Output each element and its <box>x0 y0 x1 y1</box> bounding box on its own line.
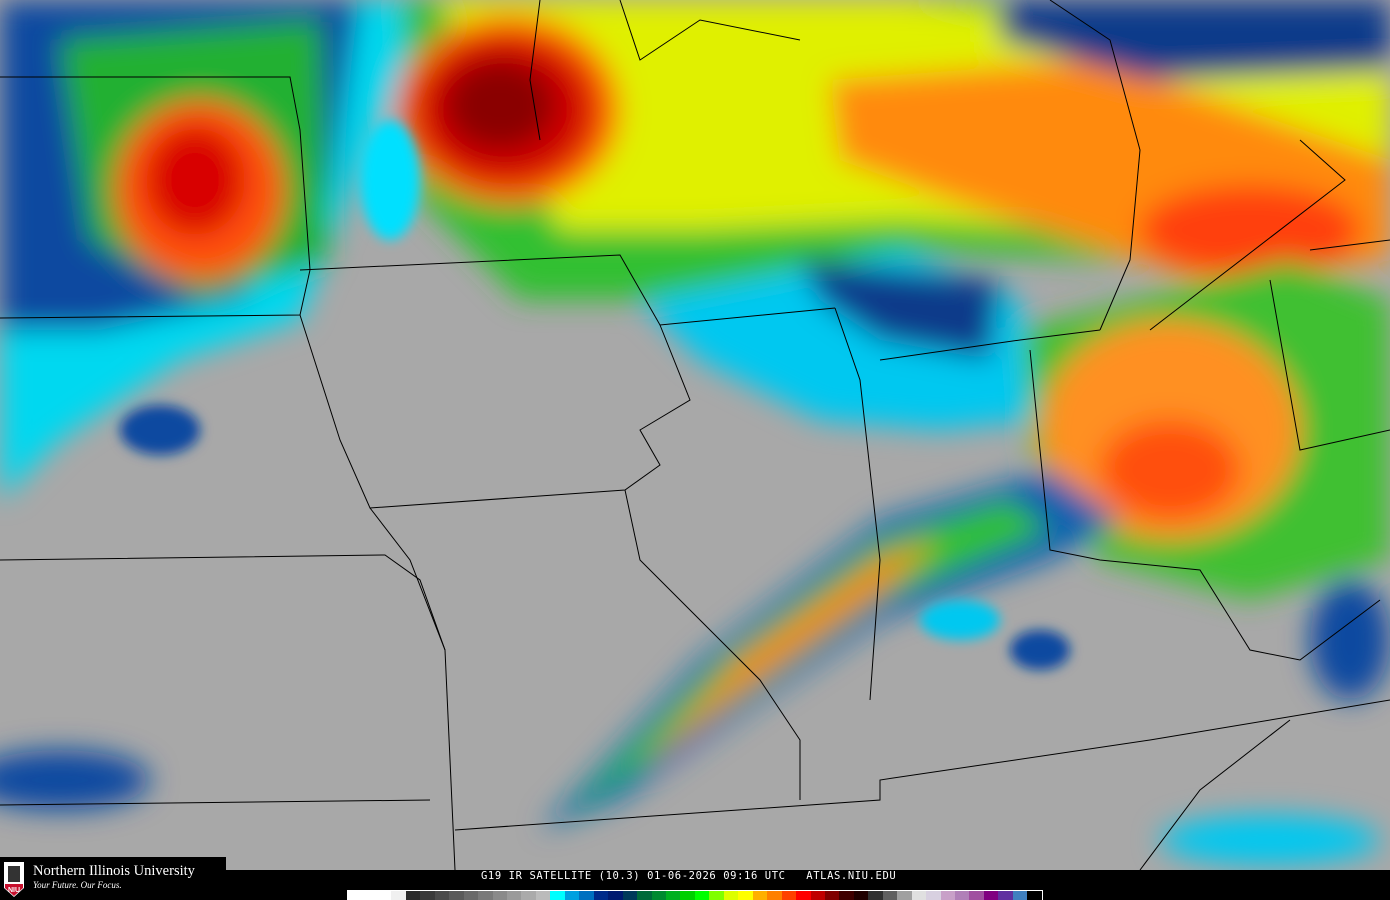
colorbar-swatch <box>651 891 666 900</box>
colorbar-swatch <box>492 891 507 900</box>
colorbar-swatch <box>694 891 710 900</box>
colorbar-swatch <box>622 891 638 900</box>
colorbar-swatch <box>665 891 681 900</box>
colorbar-swatch <box>348 891 363 900</box>
colorbar-swatch <box>926 891 941 900</box>
university-tagline: Your Future. Our Focus. <box>33 880 122 890</box>
colorbar-swatch <box>405 891 421 900</box>
colorbar-swatch <box>897 891 912 900</box>
colorbar-swatch <box>550 891 565 900</box>
colorbar-swatch <box>463 891 479 900</box>
colorbar-swatch <box>882 891 898 900</box>
colorbar-swatch <box>593 891 609 900</box>
shield-text: NIU <box>8 887 20 894</box>
colorbar-swatch <box>535 891 551 900</box>
temperature-colorbar <box>347 890 1043 900</box>
colorbar-swatch <box>969 891 984 900</box>
colorbar-swatch <box>579 891 594 900</box>
colorbar-swatch <box>824 891 840 900</box>
colorbar-swatch <box>796 891 811 900</box>
colorbar-swatch <box>998 891 1013 900</box>
colorbar-swatch <box>608 891 623 900</box>
colorbar-swatch <box>420 891 435 900</box>
colorbar-swatch <box>637 891 652 900</box>
colorbar-swatch <box>434 891 450 900</box>
colorbar-swatch <box>781 891 797 900</box>
university-name: Northern Illinois University <box>33 863 195 879</box>
colorbar-swatch <box>767 891 782 900</box>
colorbar-swatch <box>521 891 536 900</box>
satellite-imagery <box>0 0 1390 870</box>
colorbar-swatch <box>940 891 956 900</box>
colorbar-swatch <box>449 891 464 900</box>
colorbar-swatch <box>955 891 970 900</box>
colorbar-swatch <box>680 891 695 900</box>
colorbar-swatch <box>362 891 377 900</box>
colorbar-swatch <box>391 891 406 900</box>
colorbar-swatch <box>839 891 854 900</box>
colorbar-swatch <box>1027 891 1042 900</box>
colorbar-swatch <box>506 891 522 900</box>
niu-logo: NIU Northern Illinois University Your Fu… <box>0 857 226 900</box>
niu-shield-icon: NIU <box>4 862 24 897</box>
colorbar-swatch <box>810 891 825 900</box>
cloud-field <box>0 0 1390 865</box>
colorbar-swatch <box>853 891 869 900</box>
image-caption: G19 IR SATELLITE (10.3) 01-06-2026 09:16… <box>481 870 897 882</box>
colorbar-swatch <box>478 891 493 900</box>
colorbar-swatch <box>983 891 999 900</box>
colorbar-swatch <box>868 891 883 900</box>
colorbar-swatch <box>738 891 753 900</box>
colorbar-swatch <box>752 891 768 900</box>
colorbar-swatch <box>709 891 724 900</box>
colorbar-swatch <box>911 891 927 900</box>
state-borders <box>0 0 1390 870</box>
colorbar-swatch <box>723 891 739 900</box>
colorbar-swatch <box>564 891 580 900</box>
colorbar-swatch <box>1012 891 1028 900</box>
colorbar-swatch <box>376 891 392 900</box>
cloud-detail <box>120 120 1070 670</box>
